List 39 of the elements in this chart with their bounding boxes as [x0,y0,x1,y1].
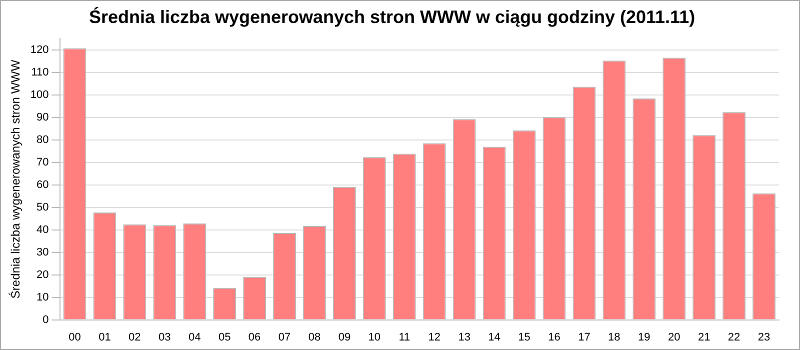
y-tick-label: 10 [36,291,49,304]
x-tick-label: 14 [488,331,500,344]
x-tick-label: 03 [158,331,171,344]
y-tick-label: 0 [42,314,49,326]
x-tick-label: 07 [278,331,291,344]
y-tick-label: 50 [36,201,49,214]
y-tick-label: 60 [36,178,49,191]
chart-title: Średnia liczba wygenerowanych stron WWW w ciągu godziny (2011.11) [88,6,696,27]
x-tick-label: 22 [728,331,740,344]
x-tick-label: 11 [398,331,410,344]
x-tick-label: 20 [668,331,680,344]
x-tick-label: 08 [308,331,321,344]
x-tick-label: 21 [698,331,710,344]
x-tick-label: 05 [218,331,231,344]
x-tick-label: 18 [608,331,620,344]
y-tick-label: 80 [36,134,49,146]
y-tick-label: 90 [36,111,49,124]
x-tick-label: 15 [518,331,530,344]
x-tick-label: 00 [68,331,81,344]
x-tick-label: 02 [128,331,141,344]
x-tick-label: 09 [338,331,351,344]
x-tick-label: 13 [458,331,470,344]
x-tick-label: 12 [428,331,440,344]
y-tick-label: 120 [30,44,49,56]
y-tick-label: 100 [30,88,49,101]
x-tick-label: 23 [758,331,770,344]
y-tick-label: 20 [36,268,49,281]
x-tick-label: 16 [548,331,560,344]
y-tick-label: 110 [31,66,49,78]
x-tick-label: 10 [368,331,381,344]
y-tick-label: 30 [36,246,49,258]
x-tick-label: 04 [188,331,201,344]
x-tick-label: 01 [98,331,111,344]
y-tick-label: 40 [36,224,49,236]
y-tick-label: 70 [36,156,49,168]
x-tick-label: 19 [638,331,650,344]
y-axis-title: Średnia liczba wygenerowanych stron WWW [8,59,23,299]
x-tick-label: 17 [578,331,590,344]
x-tick-label: 06 [248,331,261,344]
